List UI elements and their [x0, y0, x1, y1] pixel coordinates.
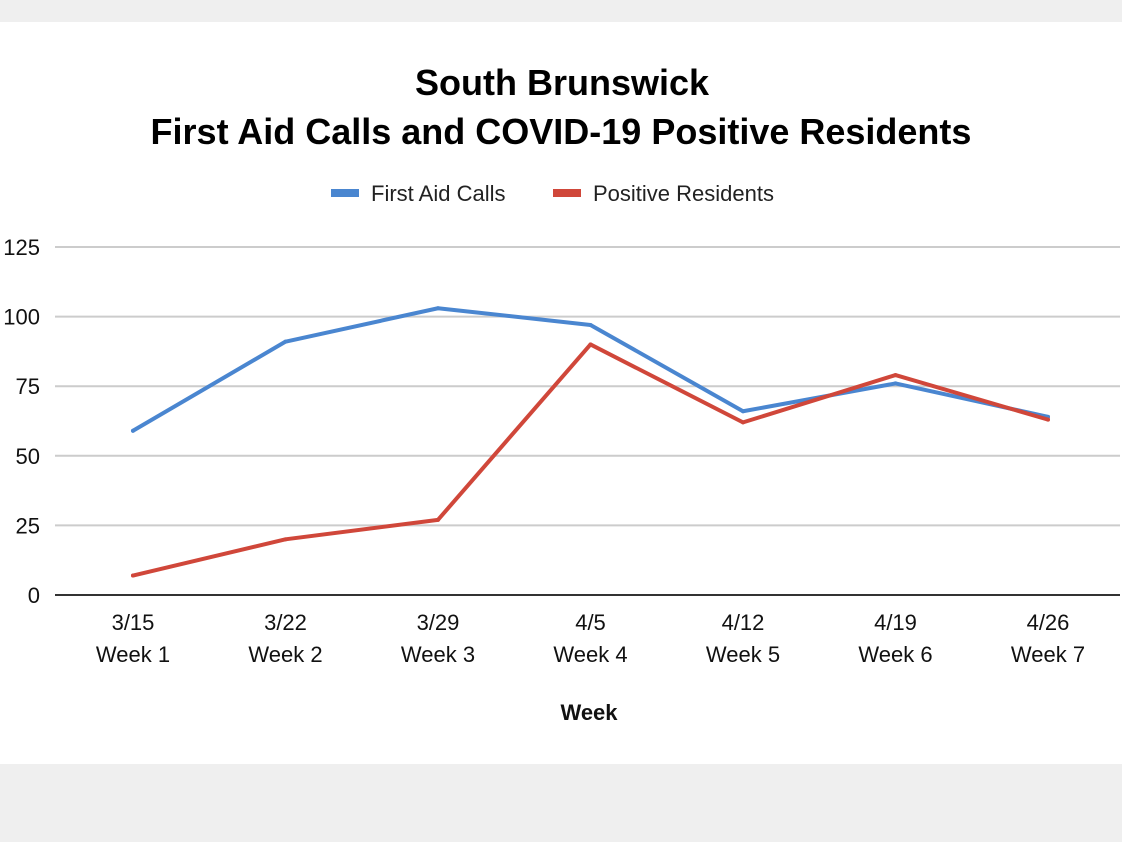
y-tick-label-50: 50 [16, 444, 40, 469]
legend-swatch-first-aid-calls [331, 189, 359, 197]
x-axis-ticks: 3/15 Week 1 3/22 Week 2 3/29 Week 3 4/5 Week 4 4… [96, 610, 1085, 667]
x-tick-label-3-line-1: 3/29 [417, 610, 460, 635]
x-tick-label-1-line-2: Week 1 [96, 642, 170, 667]
x-tick-label-5-line-1: 4/12 [722, 610, 765, 635]
chart-title-line-2: First Aid Calls and COVID-19 Positive Re… [151, 111, 972, 152]
data-point-first-aid-calls-4 [588, 322, 593, 327]
data-point-positive-residents-5 [741, 420, 745, 425]
x-tick-label-1-line-1: 3/15 [112, 610, 155, 635]
x-tick-label-7-line-2: Week 7 [1011, 642, 1085, 667]
x-tick-label-7-line-1: 4/26 [1027, 610, 1070, 635]
x-tick-label-6-line-1: 4/19 [874, 610, 917, 635]
data-point-first-aid-calls-3 [436, 306, 440, 311]
data-point-first-aid-calls-1 [131, 428, 135, 433]
x-tick-label-4-line-1: 4/5 [575, 610, 606, 635]
x-tick-label-3-line-2: Week 3 [401, 642, 475, 667]
data-point-positive-residents-2 [283, 537, 288, 542]
chart-title-line-1: South Brunswick [415, 62, 710, 103]
x-tick-label-2-line-1: 3/22 [264, 610, 307, 635]
legend-label-first-aid-calls: First Aid Calls [371, 181, 505, 206]
y-tick-label-125: 125 [3, 235, 40, 260]
series-line-positive-residents [131, 342, 1050, 578]
y-tick-label-0: 0 [28, 583, 40, 608]
data-point-positive-residents-7 [1046, 417, 1050, 422]
legend: First Aid Calls Positive Residents [331, 181, 774, 206]
series-lines [131, 306, 1050, 578]
data-point-first-aid-calls-2 [283, 339, 288, 344]
data-point-first-aid-calls-5 [741, 409, 745, 414]
legend-label-positive-residents: Positive Residents [593, 181, 774, 206]
data-point-positive-residents-4 [588, 342, 593, 347]
data-point-positive-residents-3 [436, 517, 440, 522]
data-point-positive-residents-6 [893, 373, 898, 378]
x-tick-label-2-line-2: Week 2 [248, 642, 322, 667]
x-tick-label-4-line-2: Week 4 [553, 642, 627, 667]
legend-swatch-positive-residents [553, 189, 581, 197]
y-tick-label-25: 25 [16, 513, 40, 538]
data-point-first-aid-calls-6 [893, 381, 898, 386]
gridlines [55, 246, 1120, 527]
y-axis-ticks: 0 25 50 75 100 125 [3, 235, 40, 608]
chart-frame: South Brunswick First Aid Calls and COVI… [0, 22, 1122, 764]
data-point-positive-residents-1 [131, 573, 135, 578]
line-chart: South Brunswick First Aid Calls and COVI… [3, 62, 1120, 725]
x-axis-title: Week [560, 700, 618, 725]
x-tick-label-5-line-2: Week 5 [706, 642, 780, 667]
y-tick-label-75: 75 [16, 374, 40, 399]
x-tick-label-6-line-2: Week 6 [858, 642, 932, 667]
y-tick-label-100: 100 [3, 305, 40, 330]
